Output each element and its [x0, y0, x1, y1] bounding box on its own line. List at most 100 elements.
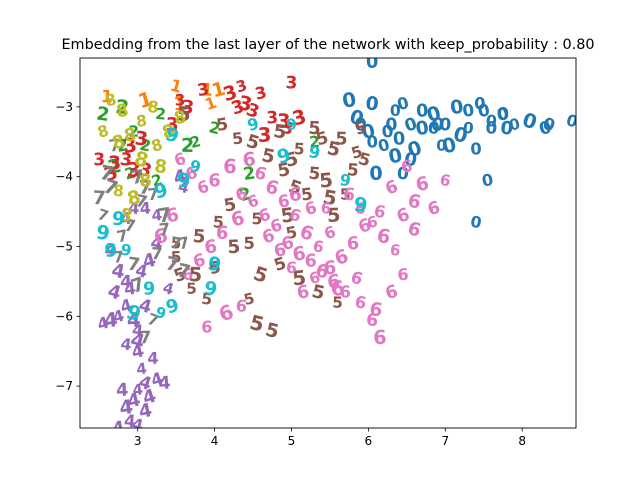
digit-point-6: 6 — [311, 237, 325, 257]
digit-point-6: 6 — [320, 199, 333, 218]
digit-point-7: 7 — [156, 203, 173, 228]
digit-point-5: 5 — [242, 289, 256, 309]
digit-point-7: 7 — [158, 219, 171, 239]
digit-point-0: 0 — [405, 136, 425, 162]
digit-point-7: 7 — [92, 187, 106, 210]
digit-point-4: 4 — [137, 400, 154, 423]
digit-point-1: 1 — [100, 87, 113, 108]
digit-point-3: 3 — [196, 78, 211, 100]
digit-point-9: 9 — [206, 252, 224, 276]
digit-point-0: 0 — [392, 128, 406, 150]
digit-point-6: 6 — [215, 223, 229, 245]
digit-point-4: 4 — [135, 359, 148, 378]
digit-point-5: 5 — [251, 209, 262, 228]
digit-point-9: 9 — [95, 220, 112, 245]
digit-point-5: 5 — [212, 212, 224, 232]
digit-point-9: 9 — [151, 178, 170, 204]
y-tick-label: −3 — [55, 100, 73, 114]
digit-point-4: 4 — [123, 279, 137, 300]
digit-point-2: 2 — [207, 117, 222, 138]
digit-point-0: 0 — [461, 100, 475, 121]
digit-point-6: 6 — [346, 234, 359, 254]
x-tick-label: 6 — [365, 434, 373, 448]
digit-point-1: 1 — [168, 75, 184, 96]
digit-point-0: 0 — [476, 100, 492, 122]
digit-point-7: 7 — [128, 273, 147, 298]
digit-point-5: 5 — [243, 234, 255, 253]
digit-point-7: 7 — [138, 176, 152, 200]
digit-point-2: 2 — [114, 95, 130, 119]
digit-point-2: 2 — [128, 123, 139, 141]
digit-point-8: 8 — [95, 122, 111, 142]
digit-point-5: 5 — [321, 185, 338, 210]
digit-point-0: 0 — [416, 101, 429, 121]
digit-point-0: 0 — [354, 115, 367, 136]
digit-point-5: 5 — [260, 145, 277, 168]
digit-point-6: 6 — [260, 226, 277, 249]
digit-point-8: 8 — [115, 101, 130, 123]
digit-point-6: 6 — [208, 171, 220, 191]
digit-point-6: 6 — [348, 267, 365, 289]
digit-point-9: 9 — [111, 209, 125, 231]
digit-point-8: 8 — [139, 171, 153, 192]
digit-point-0: 0 — [507, 115, 521, 135]
digit-point-6: 6 — [339, 282, 351, 301]
digit-point-1: 1 — [135, 86, 155, 113]
digit-point-6: 6 — [263, 176, 281, 200]
digit-point-2: 2 — [181, 134, 195, 157]
digit-point-6: 6 — [291, 241, 307, 266]
digit-point-5: 5 — [247, 310, 266, 337]
digit-point-5: 5 — [349, 142, 365, 163]
digit-point-0: 0 — [387, 143, 404, 168]
digit-point-6: 6 — [203, 236, 218, 258]
digit-point-7: 7 — [177, 233, 191, 254]
digit-point-8: 8 — [160, 120, 178, 144]
digit-point-7: 7 — [169, 233, 183, 254]
digit-point-4: 4 — [103, 308, 119, 332]
digit-point-6: 6 — [182, 265, 194, 284]
digit-point-6: 6 — [279, 233, 296, 255]
digit-point-7: 7 — [147, 184, 160, 204]
digit-point-4: 4 — [126, 389, 143, 412]
digit-point-5: 5 — [284, 222, 298, 243]
digit-point-5: 5 — [231, 128, 244, 148]
digit-point-0: 0 — [439, 115, 452, 136]
y-tick-label: −7 — [55, 379, 73, 393]
digit-point-0: 0 — [364, 93, 380, 116]
x-tick-label: 5 — [288, 434, 296, 448]
digit-point-4: 4 — [110, 260, 127, 284]
digit-point-5: 5 — [314, 128, 331, 150]
digit-point-4: 4 — [171, 166, 189, 190]
digit-point-3: 3 — [136, 159, 154, 183]
digit-point-6: 6 — [383, 282, 400, 305]
digit-point-6: 6 — [285, 258, 297, 277]
digit-point-6: 6 — [414, 173, 431, 196]
digit-point-6: 6 — [438, 171, 452, 191]
digit-point-5: 5 — [222, 195, 238, 217]
digit-point-2: 2 — [138, 135, 153, 156]
digit-point-6: 6 — [353, 292, 368, 313]
digit-point-3: 3 — [220, 80, 240, 106]
digit-point-3: 3 — [93, 150, 105, 170]
digit-point-4: 4 — [128, 328, 147, 354]
digit-point-6: 6 — [252, 163, 269, 185]
digit-point-0: 0 — [366, 52, 379, 73]
digit-point-0: 0 — [499, 117, 514, 139]
y-tick-label: −6 — [55, 309, 73, 323]
digit-point-5: 5 — [176, 102, 191, 126]
digit-point-4: 4 — [176, 177, 191, 197]
digit-point-0: 0 — [395, 93, 411, 114]
chart-title: Embedding from the last layer of the net… — [61, 37, 594, 53]
digit-point-6: 6 — [326, 271, 341, 293]
digit-point-8: 8 — [117, 205, 134, 228]
digit-point-0: 0 — [385, 115, 398, 135]
digit-point-6: 6 — [303, 198, 319, 219]
digit-point-5: 5 — [201, 290, 213, 309]
digit-point-9: 9 — [103, 240, 118, 262]
digit-point-4: 4 — [127, 308, 141, 332]
digit-point-0: 0 — [469, 212, 483, 233]
digit-point-4: 4 — [123, 412, 136, 433]
digit-point-4: 4 — [136, 372, 154, 395]
digit-point-8: 8 — [149, 135, 165, 156]
